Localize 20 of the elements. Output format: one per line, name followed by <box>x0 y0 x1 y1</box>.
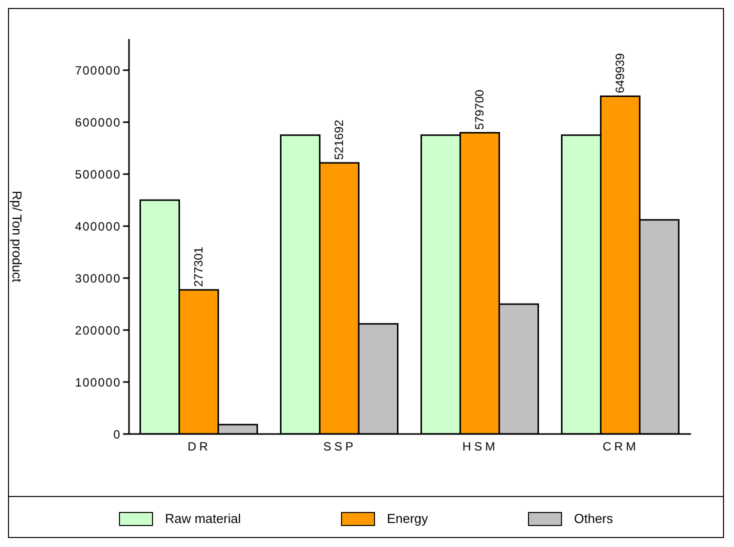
data-label: 579700 <box>472 89 487 130</box>
y-tick-label: 500000 <box>74 167 121 182</box>
y-tick-label: 200000 <box>74 323 121 338</box>
y-tick-label: 400000 <box>74 219 121 234</box>
y-tick-label: 100000 <box>74 375 121 390</box>
y-tick-label: 600000 <box>74 115 121 130</box>
x-tick-label: CRM <box>602 440 639 454</box>
y-tick-label: 700000 <box>74 63 121 78</box>
x-tick-label: SSP <box>323 440 356 454</box>
y-tick-label: 300000 <box>74 271 121 286</box>
data-label: 277301 <box>192 246 206 287</box>
legend-label: Energy <box>386 511 428 526</box>
data-label: 649939 <box>613 52 628 94</box>
x-tick-label: HSM <box>462 440 498 454</box>
legend-label: Raw material <box>164 511 241 526</box>
y-axis-title: Rp/ Ton product <box>9 190 24 283</box>
data-label: 521692 <box>332 119 346 160</box>
x-tick-label: DR <box>188 440 211 454</box>
y-tick-label: 0 <box>113 427 121 442</box>
legend-label: Others <box>574 511 613 526</box>
